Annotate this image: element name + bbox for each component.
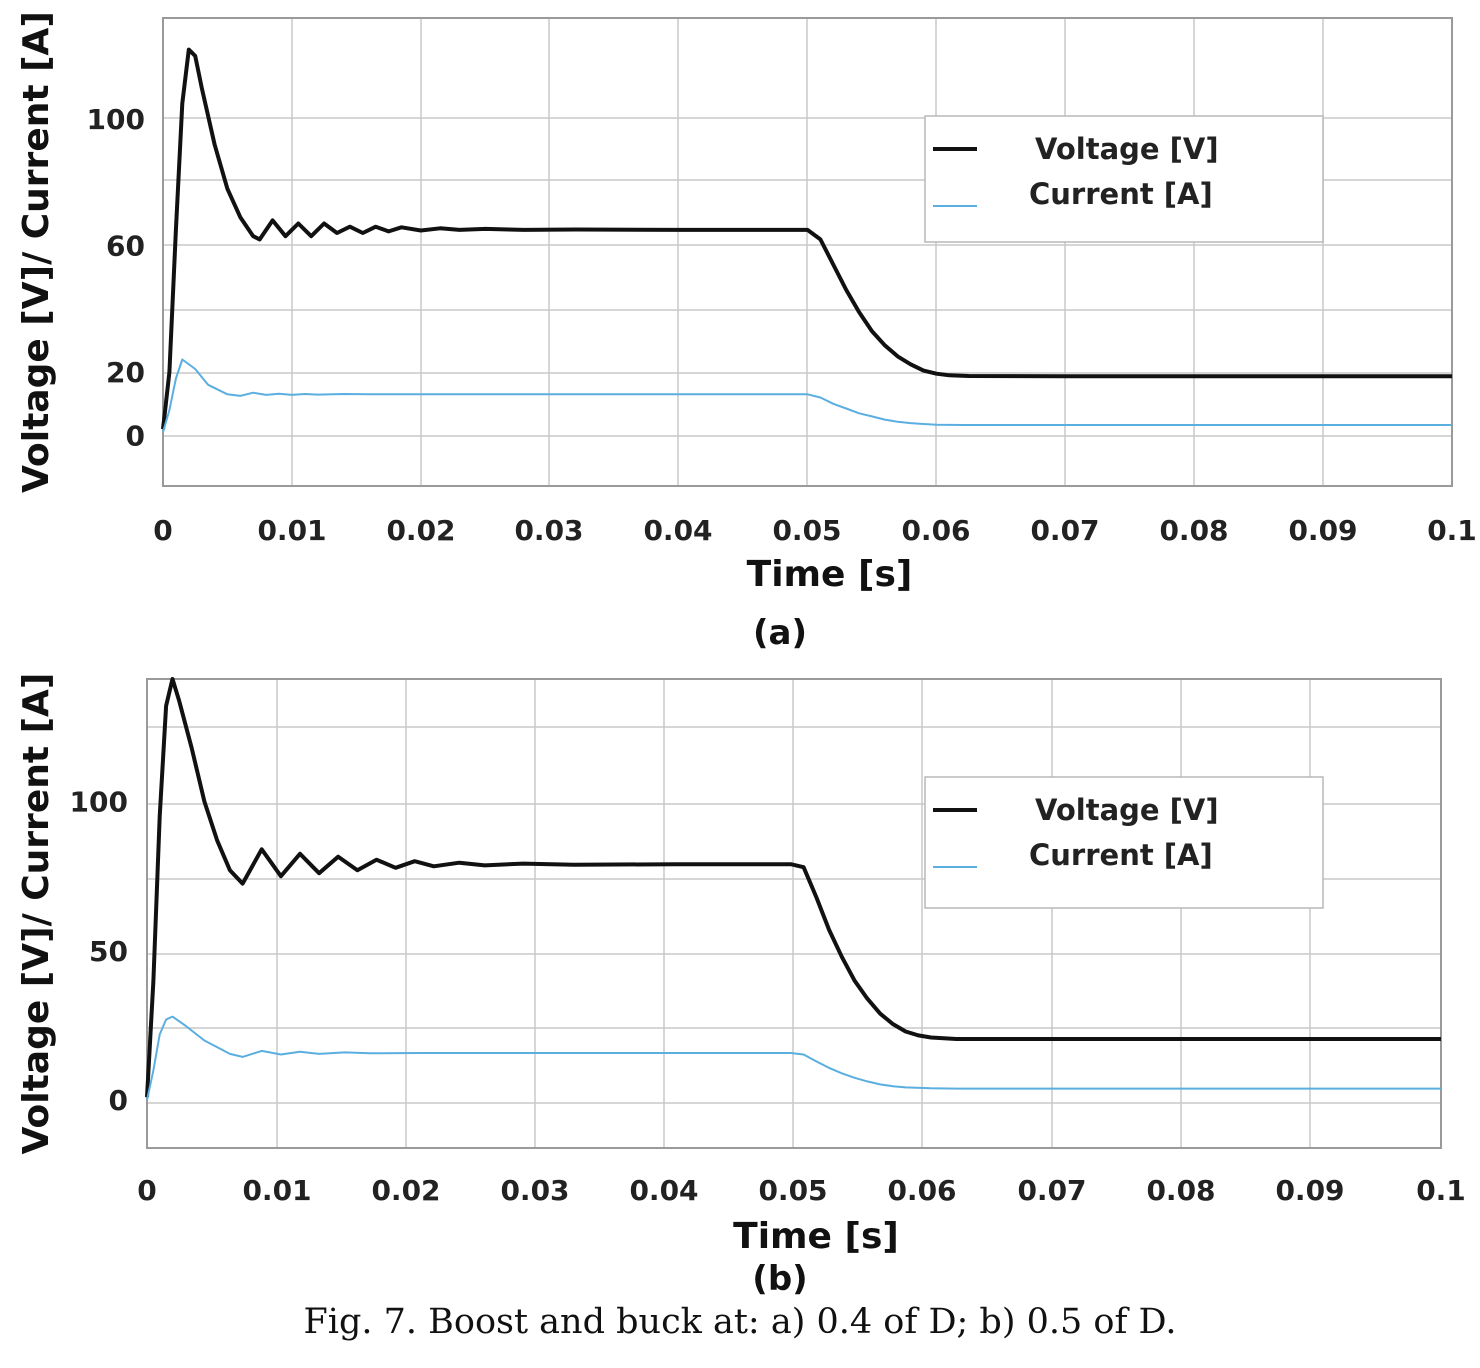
x-tick-label: 0.04 [629,1174,698,1207]
panel-label: (b) [752,1259,807,1299]
y-tick-label: 100 [70,786,128,819]
x-tick-label: 0.02 [371,1174,440,1207]
y-tick-label: 0 [109,1084,128,1117]
legend-current-label: Current [A] [1029,177,1213,211]
legend-voltage-label: Voltage [V] [1035,132,1219,166]
y-tick-label: 50 [89,935,128,968]
x-tick-labels: 0 0.01 0.02 0.03 0.04 0.05 0.06 0.07 0.08 0.09 0.1 [137,1174,1466,1207]
x-tick-label: 0.09 [1275,1174,1344,1207]
legend: Voltage [V] Current [A] [924,115,1324,243]
y-tick-label: 100 [87,103,145,136]
current-series-line [146,1015,1441,1101]
legend-box [924,776,1324,909]
x-tick-label: 0.06 [887,1174,956,1207]
x-tick-label: 0.1 [1416,1174,1466,1207]
y-tick-labels: 0 20 60 100 [87,103,145,452]
y-axis-label: Voltage [V]/ Current [A] [16,673,57,1155]
x-tick-label: 0.06 [901,514,970,547]
x-tick-label: 0.07 [1017,1174,1086,1207]
panel-label: (a) [753,613,807,653]
y-tick-labels: 0 50 100 [70,786,128,1118]
x-tick-label: 0.1 [1427,514,1477,547]
current-series-line [162,358,1452,433]
x-tick-label: 0.01 [257,514,326,547]
series-lines [145,677,1441,1101]
legend-voltage-label: Voltage [V] [1035,793,1219,827]
y-axis-label: Voltage [V]/ Current [A] [16,11,57,493]
x-tick-label: 0.09 [1288,514,1357,547]
x-axis-label: Time [s] [733,1216,899,1257]
voltage-series-line [145,677,1441,1098]
x-axis-label: Time [s] [747,554,913,595]
y-tick-label: 20 [106,356,145,389]
chart-panel-b: 0 0.01 0.02 0.03 0.04 0.05 0.06 0.07 0.08 0.09 0.1… [16,673,1466,1299]
x-tick-label: 0.04 [643,514,712,547]
plot-frame [146,678,1442,1149]
x-tick-label: 0.05 [772,514,841,547]
x-tick-label: 0.02 [386,514,455,547]
y-tick-label: 60 [106,230,145,263]
legend-box [924,115,1324,243]
x-tick-label: 0.08 [1146,1174,1215,1207]
legend: Voltage [V] Current [A] [924,776,1324,909]
x-tick-label: 0.01 [242,1174,311,1207]
x-tick-label: 0 [153,514,172,547]
voltage-series-line [161,47,1452,430]
x-tick-label: 0.05 [758,1174,827,1207]
series-lines [161,47,1452,433]
chart-panel-a: 0 0.01 0.02 0.03 0.04 0.05 0.06 0.07 0.08 0.09 0.1… [16,11,1477,653]
figure-caption: Fig. 7. Boost and buck at: a) 0.4 of D; … [303,1302,1177,1342]
x-tick-label: 0.08 [1159,514,1228,547]
x-tick-labels: 0 0.01 0.02 0.03 0.04 0.05 0.06 0.07 0.08 0.09 0.1 [153,514,1477,547]
grid-lines [162,18,1453,486]
y-tick-label: 0 [126,419,145,452]
legend-current-label: Current [A] [1029,838,1213,872]
x-tick-label: 0.03 [500,1174,569,1207]
plot-frame [162,17,1453,487]
x-tick-label: 0 [137,1174,156,1207]
grid-lines [146,679,1442,1148]
x-tick-label: 0.07 [1030,514,1099,547]
x-tick-label: 0.03 [514,514,583,547]
